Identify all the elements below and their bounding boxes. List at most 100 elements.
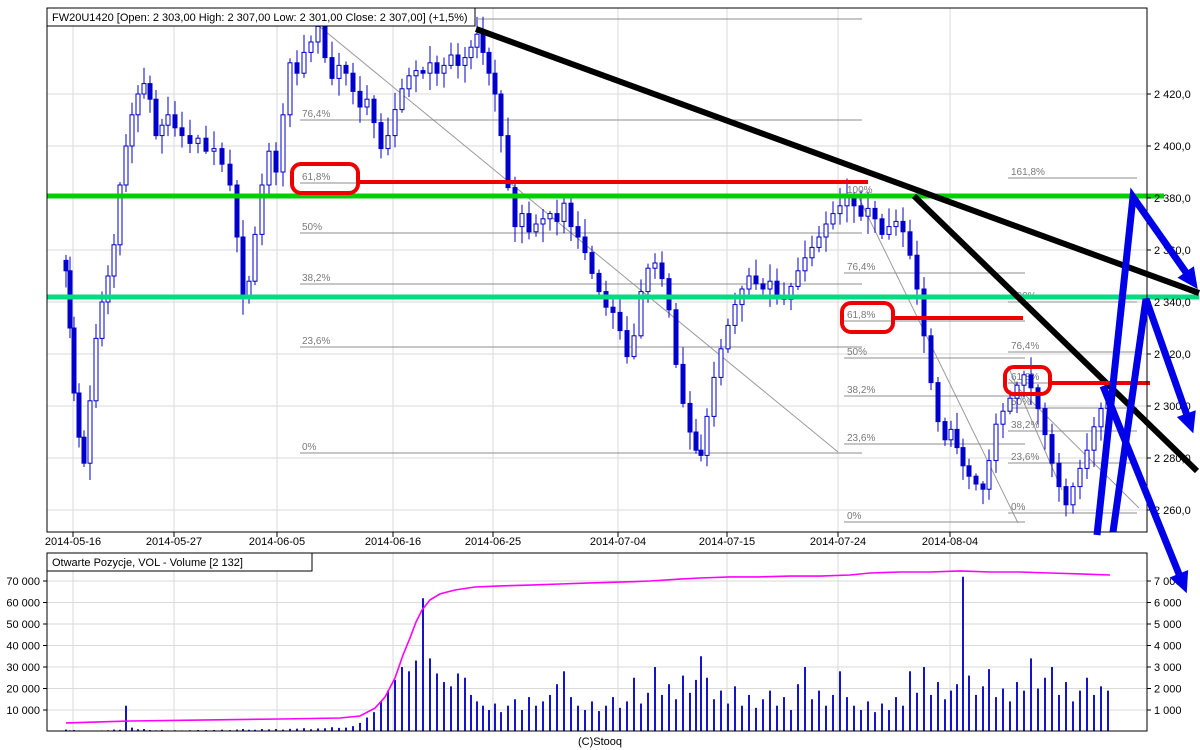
downtrend-line [911,193,1200,474]
candle-body [259,184,265,235]
downtrend-line [474,26,1200,296]
candle-body [343,64,349,74]
candle-body [1042,408,1048,436]
candle-body [554,213,560,222]
volume-axis-left-label: 70 000 [6,576,40,588]
candle-body [802,257,808,272]
fib-level-label: 50% [302,222,322,233]
candle-body [718,348,724,378]
candle-body [704,415,710,456]
candle-body [329,57,335,79]
candle-body [505,135,511,189]
candle-body [693,431,699,451]
candle-body [111,244,117,277]
candle-body [986,460,992,490]
volume-panel-title: Otwarte Pozycje, VOL - Volume [2 132] [52,557,243,569]
candle-body [966,465,972,477]
candle-body [837,205,843,215]
price-axis-label: 2 340,0 [1154,297,1191,309]
candle-body [129,114,135,147]
candle-body [273,150,279,173]
chart-title: FW20U1420 [Open: 2 303,00 High: 2 307,00… [52,12,468,24]
volume-axis-left-label: 60 000 [6,598,40,610]
fib-level-label: 61,8% [847,310,875,321]
fib-level-label: 76,4% [302,109,330,120]
candle-body [448,54,454,66]
candle-body [441,64,447,74]
volume-axis-left-label: 40 000 [6,641,40,653]
candle-body [973,475,979,485]
candle-body [336,64,342,79]
candle-body [711,376,717,417]
candle-body [153,98,159,137]
candle-body [526,213,532,233]
volume-axis-right-label: 6 000 [1154,598,1182,610]
volume-plot-border [46,552,1148,732]
blue-projection-arrows [1093,187,1198,594]
candle-body [135,93,141,116]
blue-arrow-shaft [1093,187,1195,536]
candle-body [87,400,93,464]
candle-body [942,421,948,441]
candle-body [1084,449,1090,469]
candle-body [589,252,595,274]
date-axis-label: 2014-07-15 [699,536,755,548]
candle-body [753,275,759,285]
candle-body [795,270,801,287]
candle-body [725,324,731,350]
candle-body [659,262,665,280]
candle-body [638,291,644,337]
red-highlight-box [1003,365,1052,396]
blue-arrowhead [1177,266,1198,290]
candle-body [809,246,815,259]
candle-body [746,275,752,290]
candle-body [519,213,525,228]
candle-body [413,70,419,77]
candle-body [886,226,892,235]
candle-body [240,236,246,298]
fib-level-label: 38,2% [302,273,330,284]
candle-body [652,262,658,269]
candle-body [301,51,307,74]
candle-body [907,231,913,256]
gridlines [47,8,1147,731]
candle-body [1014,384,1020,399]
support-lines [47,193,1199,300]
candle-body [823,223,829,238]
fib-level-label: 23,6% [847,433,875,444]
candle-body [99,301,105,339]
candle-body [645,267,651,293]
fib-level-label: 61,8% [302,172,330,183]
main-plot-area[interactable] [47,8,1147,532]
date-axis-label: 2014-05-27 [146,536,202,548]
date-axis-label: 2014-07-04 [590,536,646,548]
fib-level-label: 38,2% [1011,420,1039,431]
candle-body [993,423,999,462]
candle-body [315,25,321,43]
volume-title-border [46,552,313,572]
blue-arrowhead [1176,410,1196,434]
volume-axis-left-label: 50 000 [6,619,40,631]
candle-body [266,150,272,186]
candle-body [698,449,704,456]
candle-body [234,184,240,238]
candle-body [928,335,934,384]
candle-body [211,148,217,152]
volume-bars [65,576,1109,731]
volume-axis-right-label: 2 000 [1154,684,1182,696]
candle-body [294,62,300,74]
fib-level-label: 23,6% [1011,452,1039,463]
candle-body [900,220,906,233]
open-interest-line [65,570,1111,724]
candle-body [624,330,630,358]
volume-axis-left-label: 10 000 [6,705,40,717]
fib-level-label: 0% [847,511,862,522]
candle-body [165,114,171,126]
price-axis-label: 2 280,0 [1154,453,1191,465]
date-axis-label: 2014-06-05 [249,536,305,548]
candle-body [1077,467,1083,488]
candle-body [308,41,314,53]
candle-body [617,311,623,332]
